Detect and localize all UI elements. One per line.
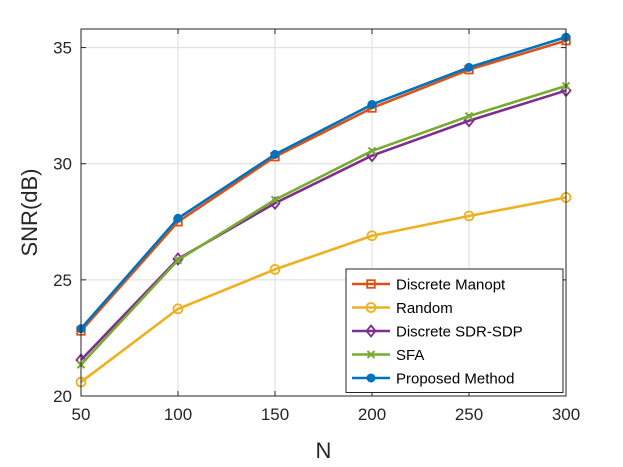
legend-entry-random: Random (352, 300, 453, 317)
data-point-proposed-method-150 (270, 149, 280, 159)
data-point-random-200 (366, 230, 378, 242)
series-sfa (76, 81, 571, 369)
legend-entry-proposed-method: Proposed Method (352, 371, 514, 388)
data-point-proposed-method-250 (464, 62, 474, 72)
series-line-proposed-method (80, 35, 567, 330)
legend-label-proposed-method: Proposed Method (396, 371, 514, 388)
data-point-random-100 (172, 303, 184, 315)
series-line-discrete-manopt (80, 39, 567, 332)
x-tick-label-50: 50 (72, 405, 91, 424)
legend-label-discrete-manopt: Discrete Manopt (396, 277, 506, 294)
data-point-random-250 (463, 210, 475, 222)
data-point-sfa-250 (464, 111, 474, 121)
legend-label-discrete-sdr-sdp: Discrete SDR-SDP (396, 324, 523, 341)
x-tick-label-300: 300 (552, 405, 580, 424)
data-point-sfa-200 (367, 146, 377, 156)
x-tick-label-100: 100 (164, 405, 192, 424)
series-line-sfa (80, 84, 567, 366)
legend-label-sfa: SFA (396, 347, 424, 364)
legend-entry-discrete-manopt: Discrete Manopt (352, 277, 506, 294)
x-tick-label-250: 250 (455, 405, 483, 424)
y-axis-label: SNR(dB) (17, 168, 42, 256)
data-point-random-150 (269, 264, 281, 275)
x-axis-label: N (316, 438, 332, 463)
plot-frame (80, 28, 567, 397)
legend-marker-discrete-sdr-sdp (365, 324, 377, 338)
data-point-sfa-150 (270, 195, 280, 204)
series-layer (75, 32, 572, 388)
series-line-random (80, 196, 567, 384)
y-tick-label-25: 25 (53, 271, 72, 290)
legend-label-random: Random (396, 300, 453, 317)
axis-ticks: 50 100 150 200 250 300 20 25 30 35 (53, 29, 580, 424)
data-point-proposed-method-100 (173, 213, 183, 223)
data-point-proposed-method-200 (367, 99, 377, 109)
x-tick-label-200: 200 (358, 405, 386, 424)
legend: Discrete Manopt Random Discrete SDR-SDP SFA… (345, 268, 564, 393)
legend-entry-sfa: SFA (352, 347, 424, 364)
y-tick-label-20: 20 (53, 387, 72, 406)
legend-entry-discrete-sdr-sdp: Discrete SDR-SDP (352, 324, 523, 341)
data-point-sfa-100 (173, 255, 183, 265)
x-tick-label-150: 150 (261, 405, 289, 424)
legend-marker-sfa (366, 350, 376, 359)
legend-marker-proposed-method (366, 373, 376, 383)
legend-marker-random (365, 302, 377, 313)
y-tick-label-35: 35 (53, 39, 72, 58)
series-random (75, 192, 572, 388)
y-tick-label-30: 30 (53, 155, 72, 174)
legend-marker-discrete-manopt (366, 279, 376, 289)
